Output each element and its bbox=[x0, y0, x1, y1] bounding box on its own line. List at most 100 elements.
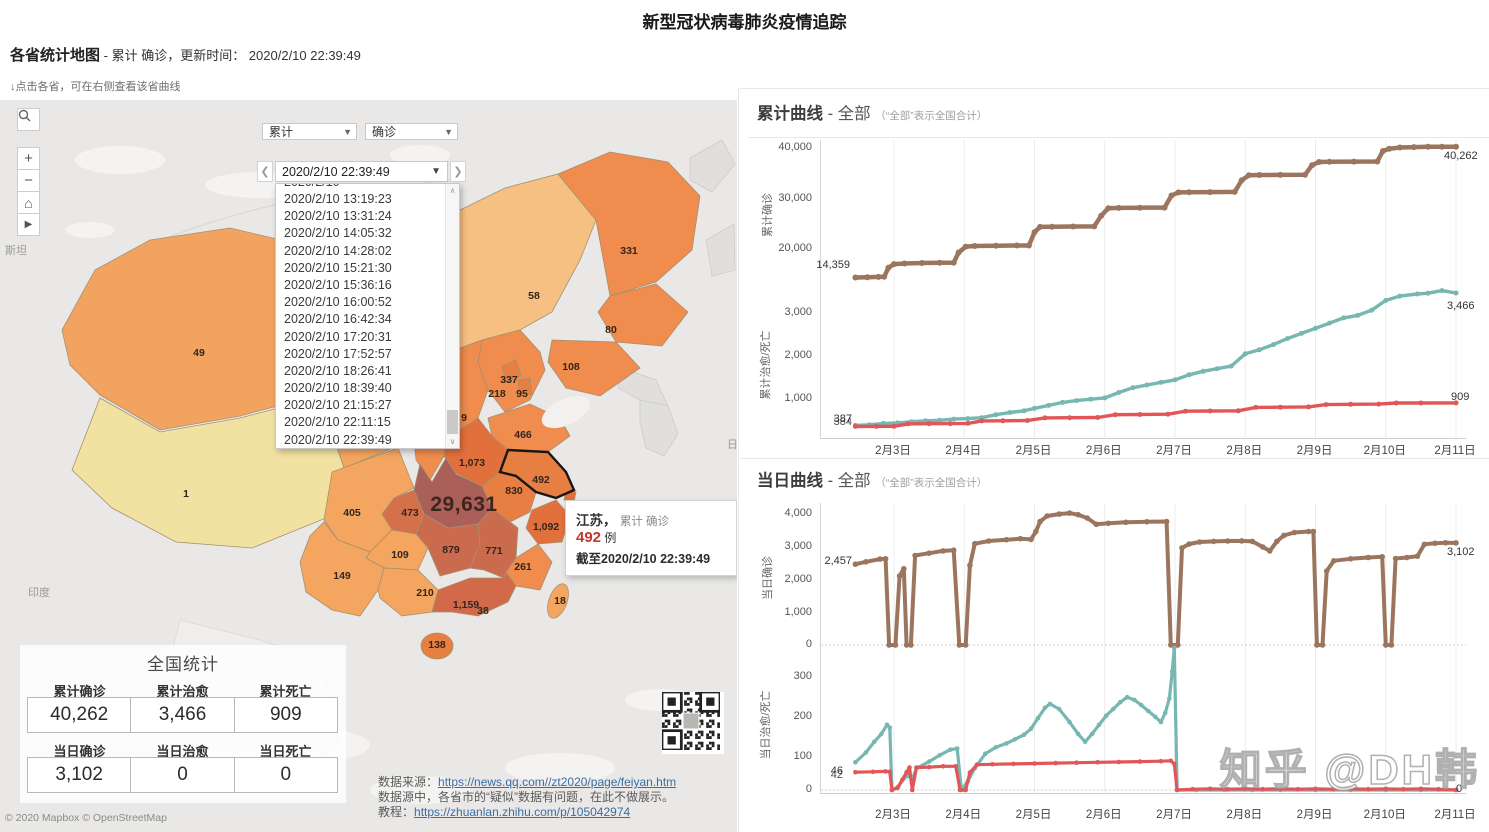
data-point bbox=[937, 417, 943, 423]
data-point bbox=[1393, 400, 1399, 406]
data-point bbox=[1369, 307, 1375, 313]
stat-value: 0 bbox=[130, 757, 235, 793]
search-icon bbox=[18, 109, 31, 122]
data-point bbox=[1421, 541, 1428, 548]
dropdown-scrollbar[interactable]: ∧ ∨ bbox=[445, 184, 459, 448]
map-pan-button[interactable]: ▶ bbox=[17, 213, 40, 236]
data-point bbox=[962, 243, 969, 250]
province-beijing[interactable] bbox=[501, 359, 522, 383]
timestamp-option[interactable]: 2020/2/10 22:11:15 bbox=[284, 415, 391, 430]
map-search-button[interactable] bbox=[17, 108, 40, 131]
data-point bbox=[1089, 731, 1095, 737]
data-point bbox=[955, 249, 962, 256]
data-point bbox=[1117, 700, 1123, 705]
province-sichuan[interactable] bbox=[323, 447, 415, 553]
province-tianjin[interactable] bbox=[517, 377, 533, 397]
province-hainan[interactable] bbox=[420, 632, 454, 660]
data-source-note: 数据来源：https://news.qq.com//zt2020/page/fe… bbox=[378, 775, 676, 820]
timestamp-option[interactable]: 2020/2/10 21:15:27 bbox=[284, 398, 392, 413]
timestamp-option[interactable]: 2020/2/10 22:39:49 bbox=[284, 432, 392, 447]
data-point bbox=[1238, 538, 1245, 544]
data-point bbox=[1242, 351, 1248, 357]
data-point bbox=[1172, 761, 1177, 767]
map-attribution: © 2020 Mapbox © OpenStreetMap bbox=[5, 812, 167, 824]
data-point bbox=[887, 769, 893, 775]
timestamp-option[interactable]: 2020/2/10 17:20:31 bbox=[284, 329, 392, 344]
timestamp-option[interactable]: 2020/2/10 13:31:24 bbox=[284, 209, 392, 224]
timestamp-option[interactable]: 2020/2/10 13:19:23 bbox=[284, 192, 392, 206]
tutorial-label: 教程： bbox=[378, 805, 415, 819]
province-zhejiang[interactable] bbox=[525, 499, 571, 545]
data-point bbox=[1225, 786, 1230, 792]
data-point bbox=[947, 421, 953, 427]
zoom-out-button[interactable]: − bbox=[17, 169, 40, 192]
province-guangdong[interactable] bbox=[431, 571, 517, 617]
stat-label: 当日死亡 bbox=[259, 744, 312, 759]
timestamp-option[interactable]: 2020/2/10 16:00:52 bbox=[284, 295, 392, 310]
chart-cumulative-confirmed[interactable] bbox=[820, 140, 1466, 288]
data-point bbox=[852, 274, 859, 281]
data-point bbox=[881, 420, 886, 426]
data-point bbox=[1004, 741, 1009, 746]
data-point bbox=[1260, 544, 1266, 550]
y-tick-label: 0 bbox=[805, 783, 812, 795]
stat-value: 40,262 bbox=[27, 697, 132, 733]
tutorial-link[interactable]: https://zhuanlan.zhihu.com/p/105042974 bbox=[414, 805, 631, 819]
data-point bbox=[1046, 402, 1052, 408]
data-point bbox=[1124, 694, 1130, 700]
data-point bbox=[863, 559, 869, 565]
china-map[interactable]: 49 1 331 58 80 108 337 218 95 9 466 1,073 492 830 29,6… bbox=[0, 100, 737, 832]
x-tick-label: 2月4日 bbox=[945, 809, 982, 821]
chart-cumulative-cured-dead[interactable] bbox=[820, 288, 1466, 439]
timestamp-option[interactable]: 2020/2/10 16:42:34 bbox=[284, 312, 392, 327]
timestamp-option[interactable]: 2020/2/10 18:26:41 bbox=[284, 363, 392, 378]
data-point bbox=[1146, 708, 1151, 714]
stat-value: 3,466 bbox=[130, 697, 235, 733]
filter-metric-type[interactable]: 累计 ▼ bbox=[262, 123, 357, 140]
zoom-in-button[interactable]: + bbox=[17, 147, 40, 170]
chart-daily-cured-dead[interactable] bbox=[820, 645, 1466, 794]
data-point bbox=[1267, 548, 1273, 554]
stat-label: 累计死亡 bbox=[259, 684, 312, 699]
date-prev-button[interactable]: ❮ bbox=[257, 161, 273, 182]
province-yunnan[interactable] bbox=[299, 521, 385, 617]
scrollbar-thumb[interactable] bbox=[447, 410, 458, 434]
data-point bbox=[1295, 786, 1301, 792]
province-liaoning[interactable] bbox=[547, 339, 641, 397]
province-taiwan[interactable] bbox=[543, 581, 572, 621]
scroll-up-icon[interactable]: ∧ bbox=[449, 186, 456, 195]
date-combo[interactable]: 2020/2/10 22:39:49 ▼ bbox=[275, 161, 448, 182]
data-point bbox=[1341, 315, 1347, 321]
data-point bbox=[1397, 293, 1403, 299]
x-tick-label: 2月10日 bbox=[1363, 445, 1406, 457]
timestamp-option[interactable]: 2020/2/10 15:36:16 bbox=[284, 277, 392, 292]
data-point bbox=[853, 769, 858, 775]
data-point bbox=[936, 259, 943, 266]
timestamp-option[interactable]: 2020/2/10 14:28:02 bbox=[284, 243, 392, 258]
zoom-home-button[interactable]: ⌂ bbox=[17, 191, 40, 214]
timestamp-option[interactable]: 2020/2/10 18:39:40 bbox=[284, 381, 392, 396]
data-point bbox=[863, 750, 869, 755]
data-point bbox=[1137, 412, 1143, 417]
date-dropdown-list[interactable]: 2020/2/102020/2/10 13:19:23 2020/2/10 13:… bbox=[275, 183, 460, 449]
province-guangxi[interactable] bbox=[377, 567, 441, 617]
timestamp-option[interactable]: 2020/2/10 15:21:30 bbox=[284, 260, 392, 275]
y-tick-label: 2,000 bbox=[784, 349, 812, 361]
province-jiangsu-selected[interactable] bbox=[498, 448, 576, 500]
source-link[interactable]: https://news.qq.com//zt2020/page/feiyan.… bbox=[438, 775, 677, 789]
data-point bbox=[912, 552, 918, 559]
date-next-button[interactable]: ❯ bbox=[450, 161, 466, 182]
timestamp-option[interactable]: 2020/2/10 14:05:32 bbox=[284, 226, 392, 241]
data-point bbox=[1103, 713, 1109, 718]
filter-metric[interactable]: 确诊 ▼ bbox=[365, 123, 458, 140]
data-point bbox=[901, 260, 908, 267]
timestamp-option-partial[interactable]: 2020/2/10 bbox=[276, 184, 445, 191]
timestamp-option[interactable]: 2020/2/10 17:52:57 bbox=[284, 346, 392, 361]
filter-metric-type-value: 累计 bbox=[269, 125, 294, 139]
province-heilongjiang[interactable] bbox=[557, 151, 701, 297]
map-title: 各省统计地图 bbox=[10, 47, 101, 64]
scroll-down-icon[interactable]: ∨ bbox=[449, 437, 456, 446]
tooltip-asof: 截至2020/2/10 22:39:49 bbox=[576, 552, 711, 566]
data-point bbox=[884, 722, 890, 728]
chart-daily-confirmed[interactable] bbox=[820, 503, 1466, 652]
